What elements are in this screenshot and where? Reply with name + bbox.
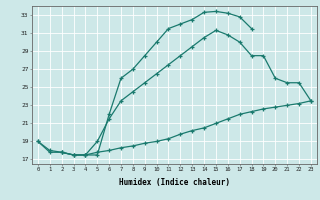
X-axis label: Humidex (Indice chaleur): Humidex (Indice chaleur) [119, 178, 230, 187]
